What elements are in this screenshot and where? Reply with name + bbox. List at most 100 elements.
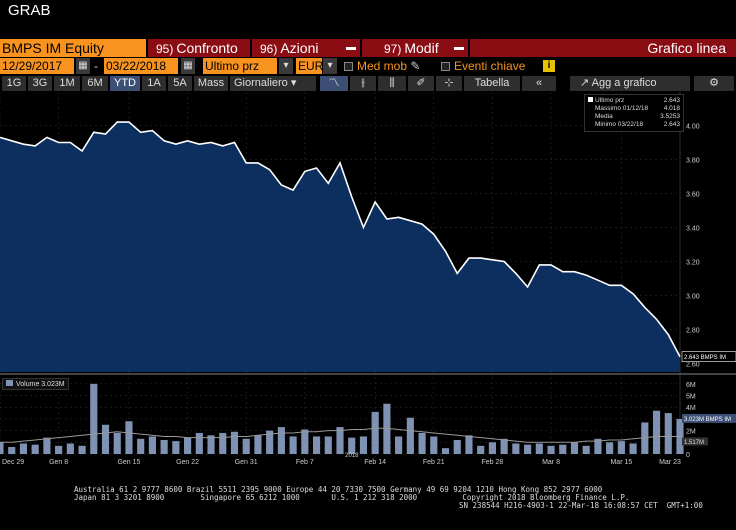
volume-bar — [289, 436, 297, 454]
date-separator: - — [94, 59, 98, 73]
footer-line: Australia 61 2 9777 8600 Brazil 5511 239… — [74, 485, 603, 494]
period-ytd[interactable]: YTD — [110, 76, 140, 91]
chevron-down-icon[interactable]: ▾ — [279, 58, 293, 74]
ticker-field[interactable]: BMPS IM Equity — [0, 39, 146, 57]
volume-bar — [277, 427, 285, 454]
x-tick-label: Gen 15 — [117, 459, 140, 466]
volume-bar — [125, 421, 133, 454]
x-tick-label: Mar 8 — [542, 459, 560, 466]
period-3g[interactable]: 3G — [28, 76, 52, 91]
line-chart-icon[interactable]: 〽 — [320, 76, 348, 91]
volume-tag: 3.023M BMPS IM — [684, 417, 731, 423]
tab-label: Modif — [404, 40, 439, 56]
volume-bar — [430, 436, 438, 454]
volume-bar — [66, 443, 74, 454]
volume-legend-label: Volume 3.023M — [16, 381, 65, 388]
x-tick-label: Mar 15 — [610, 459, 632, 466]
volume-bar — [312, 436, 321, 454]
last-price-tag-box — [681, 351, 736, 363]
key-events-toggle[interactable]: Eventi chiave — [441, 58, 541, 74]
volume-bar — [78, 445, 86, 454]
add-to-chart-label: Agg a grafico — [591, 77, 657, 89]
tab-modif[interactable]: 97) Modif ▬ — [362, 39, 468, 57]
volume-bar — [629, 443, 637, 454]
legend-value: 2.643 — [663, 121, 680, 128]
tab-confronto[interactable]: 95) Confronto — [148, 39, 250, 57]
price-area — [0, 122, 680, 372]
collapse-icon[interactable]: « — [522, 76, 556, 91]
bar-chart-icon[interactable]: ⫼ — [378, 76, 406, 91]
volume-bar — [254, 435, 262, 454]
currency-select[interactable]: EUR — [296, 58, 324, 74]
volume-bar — [219, 432, 227, 454]
volume-bar — [160, 439, 168, 454]
calendar-icon[interactable]: ▦ — [181, 58, 195, 74]
volume-bar — [301, 429, 309, 454]
volume-legend: Volume 3.023M — [2, 378, 69, 390]
volume-tick-label: 0 — [686, 452, 690, 459]
volume-bar — [148, 436, 156, 454]
checkbox-icon — [344, 62, 353, 72]
period-5a[interactable]: 5A — [168, 76, 192, 91]
volume-bar — [207, 435, 215, 454]
moving-average-label: Med mob — [357, 59, 408, 73]
x-tick-label: Gen 8 — [49, 459, 68, 466]
dropdown-icon: ▬ — [454, 42, 464, 53]
volume-bar — [465, 435, 473, 454]
volume-bar — [664, 413, 672, 454]
key-events-label: Eventi chiave — [454, 59, 526, 73]
info-icon[interactable]: i — [543, 60, 555, 72]
window-title: GRAB — [8, 2, 51, 19]
calendar-icon[interactable]: ▦ — [76, 58, 90, 74]
price-tick-label: 3.00 — [686, 294, 700, 301]
legend-row: Massimo 01/12/18 4.018 — [588, 105, 680, 113]
tab-azioni[interactable]: 96) Azioni ▬ — [252, 39, 360, 57]
volume-bar — [559, 444, 567, 454]
price-line — [0, 121, 681, 358]
candlestick-icon[interactable]: ⫲ — [350, 76, 376, 91]
checkbox-icon — [441, 62, 450, 72]
volume-bar — [348, 437, 356, 454]
price-tick-label: 3.80 — [686, 158, 700, 165]
tab-label: Azioni — [280, 40, 319, 56]
period-1m[interactable]: 1M — [54, 76, 80, 91]
table-button[interactable]: Tabella — [464, 76, 520, 91]
field-select[interactable]: Ultimo prz — [203, 58, 277, 74]
crosshair-icon[interactable]: ⊹ — [436, 76, 462, 91]
volume-bar — [184, 437, 192, 454]
chevron-down-icon: ▾ — [290, 77, 297, 89]
period-max[interactable]: Mass — [194, 76, 228, 91]
volume-bar — [113, 432, 121, 454]
draw-icon[interactable]: ✐ — [408, 76, 434, 91]
volume-bar — [0, 442, 4, 454]
price-tick-label: 2.80 — [686, 328, 700, 335]
volume-bar — [19, 443, 28, 454]
tab-number: 97) — [384, 42, 402, 56]
add-to-chart-button[interactable]: ↗ Agg a grafico — [570, 76, 690, 91]
period-6m[interactable]: 6M — [82, 76, 108, 91]
price-tick-label: 4.00 — [686, 124, 700, 131]
volume-bar — [266, 430, 274, 454]
chevron-down-icon[interactable]: ▾ — [323, 58, 337, 74]
volume-bar — [172, 441, 180, 454]
legend-label: Minimo 03/22/18 — [595, 121, 644, 128]
volume-bar — [582, 445, 590, 454]
legend-row: Media 3.5253 — [588, 113, 680, 121]
end-date-input[interactable]: 03/22/2018 — [104, 58, 178, 74]
chart-type-label[interactable]: Grafico linea — [470, 39, 736, 57]
period-1g[interactable]: 1G — [2, 76, 26, 91]
volume-bar — [652, 410, 661, 454]
chart-legend: Ultimo prz 2.643 Massimo 01/12/18 4.018 Me… — [584, 94, 684, 132]
period-1a[interactable]: 1A — [142, 76, 166, 91]
legend-swatch — [6, 380, 13, 386]
price-chart[interactable]: 4.003.803.603.403.203.002.802.606M5M4M3M… — [0, 92, 736, 466]
start-date-input[interactable]: 12/29/2017 — [0, 58, 74, 74]
volume-bar — [500, 438, 508, 454]
gear-icon[interactable]: ⚙ — [694, 76, 734, 91]
frequency-select[interactable]: Giornaliero ▾ — [230, 76, 316, 91]
x-tick-label: Feb 7 — [296, 459, 314, 466]
moving-average-toggle[interactable]: Med mob ✎ — [344, 58, 434, 74]
volume-avg-tag-box — [682, 437, 708, 446]
footer-line: SN 238544 H216-4903-1 22-Mar-18 16:08:57… — [459, 501, 703, 510]
frequency-label: Giornaliero — [234, 77, 288, 89]
